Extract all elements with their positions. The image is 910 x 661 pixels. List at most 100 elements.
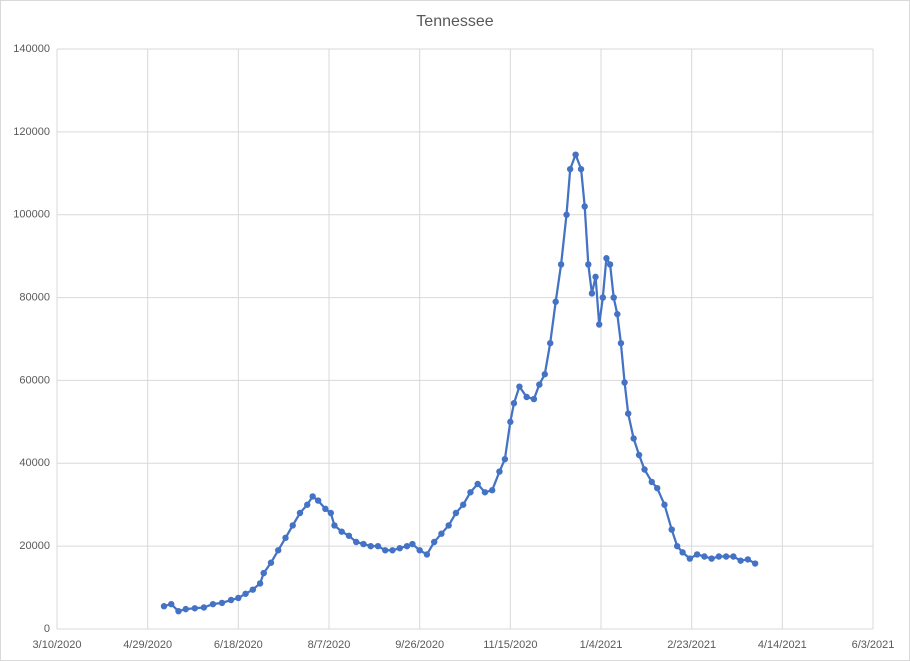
data-point [744, 556, 752, 563]
y-tick-label: 140000 [13, 43, 50, 55]
data-point [314, 497, 322, 504]
data-point [242, 590, 249, 597]
data-point [566, 165, 574, 173]
data-point [581, 203, 588, 210]
x-tick-label: 4/29/2020 [123, 639, 172, 651]
x-tick-label: 11/15/2020 [483, 639, 537, 651]
data-point [547, 339, 554, 347]
data-point [275, 547, 282, 554]
y-tick-label: 0 [44, 623, 50, 635]
data-point [501, 455, 509, 463]
x-tick-label: 6/18/2020 [214, 639, 263, 651]
data-point [708, 555, 715, 562]
data-point [510, 400, 518, 407]
data-point [338, 528, 345, 535]
y-tick-label: 20000 [19, 540, 50, 552]
data-point [630, 435, 637, 442]
data-point [557, 261, 565, 268]
data-point [327, 509, 335, 517]
data-point [507, 418, 514, 426]
data-point [641, 466, 648, 473]
x-tick-label: 1/4/2021 [580, 639, 623, 651]
x-tick-label: 2/23/2021 [667, 639, 716, 651]
data-point [686, 555, 694, 562]
data-point [367, 542, 374, 550]
data-point [701, 553, 708, 560]
data-point [389, 547, 396, 554]
y-tick-label: 60000 [19, 374, 50, 386]
data-point [496, 468, 503, 475]
data-point [309, 493, 316, 500]
x-tick-label: 4/14/2021 [758, 639, 807, 651]
data-point [654, 484, 661, 492]
data-point [182, 605, 189, 613]
data-point [191, 605, 199, 612]
data-point [403, 542, 411, 550]
data-point [322, 505, 329, 513]
data-point [592, 273, 599, 281]
data-point [467, 489, 474, 496]
data-point [474, 480, 481, 488]
data-point [541, 371, 548, 378]
x-tick-label: 8/7/2020 [308, 639, 351, 651]
data-point [715, 553, 723, 560]
data-point [552, 298, 559, 305]
data-point [209, 600, 217, 608]
data-point [730, 553, 737, 560]
data-point [599, 294, 607, 301]
data-point [423, 551, 431, 558]
data-point [353, 538, 360, 546]
data-point [679, 549, 686, 556]
data-point [523, 393, 530, 401]
data-point [256, 580, 264, 587]
data-point [668, 526, 675, 533]
data-point [168, 600, 175, 608]
data-point [430, 538, 438, 546]
data-point [218, 599, 226, 607]
data-point [737, 557, 744, 564]
data-point [360, 540, 367, 548]
data-point [625, 410, 632, 417]
data-point [249, 586, 257, 593]
data-point [160, 603, 168, 610]
data-point [452, 509, 460, 517]
data-point [516, 383, 523, 390]
y-tick-label: 100000 [13, 209, 50, 221]
data-point [289, 522, 296, 529]
data-point [445, 522, 452, 529]
data-point [438, 530, 445, 537]
data-point [536, 381, 543, 388]
chart-title: Tennessee [416, 13, 493, 30]
data-point [416, 547, 423, 554]
data-point [563, 211, 570, 218]
data-point [175, 607, 182, 615]
data-point [610, 294, 617, 301]
x-tick-label: 6/3/2021 [852, 639, 895, 651]
data-point [595, 321, 603, 328]
y-tick-label: 120000 [13, 126, 50, 138]
y-tick-label: 80000 [19, 291, 50, 303]
data-point [588, 290, 596, 297]
x-tick-label: 3/10/2020 [33, 639, 82, 651]
data-point [481, 489, 489, 496]
data-point [374, 542, 382, 550]
data-point [227, 596, 235, 604]
data-point [267, 559, 275, 566]
data-point [722, 553, 730, 560]
data-point [635, 451, 643, 459]
data-point [396, 545, 403, 552]
data-point [661, 501, 668, 508]
data-point [751, 560, 759, 567]
data-point [200, 604, 208, 611]
data-point [235, 594, 242, 602]
data-point [572, 151, 579, 158]
data-point [673, 542, 681, 550]
data-point [530, 395, 538, 403]
data-point [282, 534, 289, 542]
data-point [621, 379, 628, 386]
data-point [606, 261, 614, 268]
data-point [382, 547, 389, 554]
data-point [648, 478, 655, 486]
